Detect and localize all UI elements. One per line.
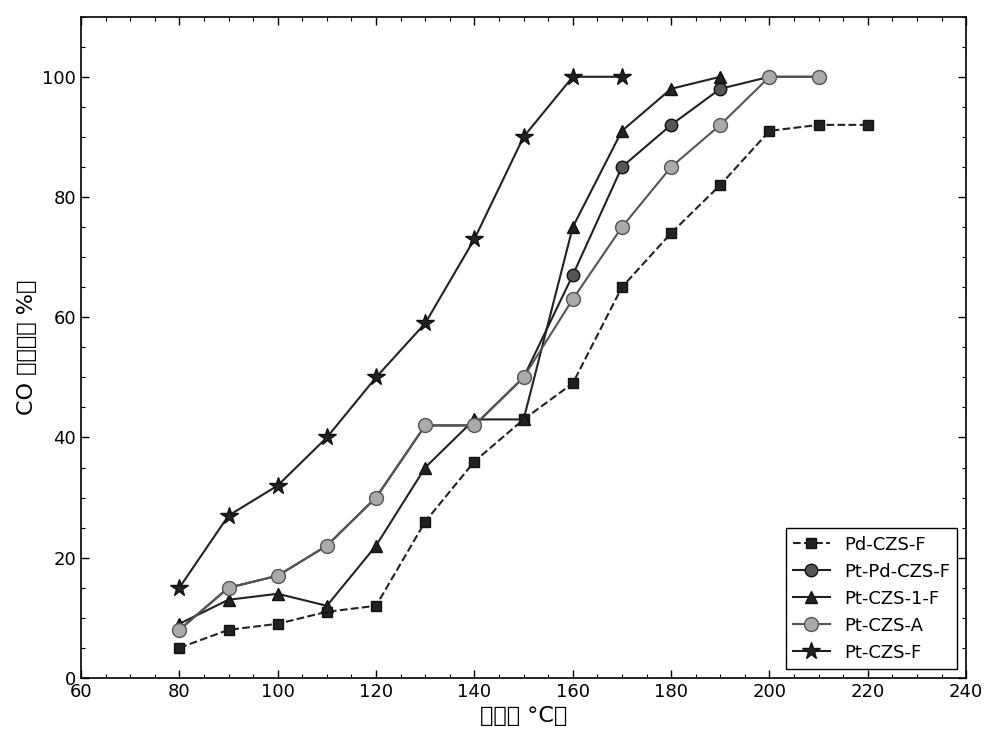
Pt-Pd-CZS-F — [616, 163, 628, 172]
Pt-CZS-F — [518, 132, 530, 141]
Pt-Pd-CZS-F — [763, 72, 775, 81]
Pt-CZS-1-F — [616, 126, 628, 135]
Pt-CZS-1-F — [714, 72, 726, 81]
Pt-CZS-1-F — [321, 601, 333, 610]
Pd-CZS-F — [222, 626, 234, 635]
Pd-CZS-F — [173, 643, 185, 652]
Pt-Pd-CZS-F — [567, 270, 579, 279]
Pd-CZS-F — [763, 126, 775, 135]
Pt-CZS-1-F — [665, 85, 677, 94]
Pd-CZS-F — [714, 181, 726, 189]
Line: Pt-CZS-A: Pt-CZS-A — [172, 70, 826, 637]
Pt-CZS-F — [370, 373, 382, 382]
Pt-CZS-F — [173, 583, 185, 592]
Pt-Pd-CZS-F — [321, 541, 333, 550]
Pt-CZS-A — [468, 421, 480, 430]
Pt-CZS-A — [321, 541, 333, 550]
Pd-CZS-F — [370, 601, 382, 610]
Pt-CZS-A — [813, 72, 825, 81]
Pt-CZS-A — [222, 583, 234, 592]
Pt-CZS-A — [665, 163, 677, 172]
Pt-CZS-A — [567, 295, 579, 304]
Pd-CZS-F — [567, 379, 579, 388]
X-axis label: 温度（ °C）: 温度（ °C） — [480, 707, 567, 727]
Pt-CZS-1-F — [419, 463, 431, 472]
Pd-CZS-F — [813, 120, 825, 129]
Legend: Pd-CZS-F, Pt-Pd-CZS-F, Pt-CZS-1-F, Pt-CZS-A, Pt-CZS-F: Pd-CZS-F, Pt-Pd-CZS-F, Pt-CZS-1-F, Pt-CZ… — [786, 528, 957, 669]
Pt-CZS-A — [616, 223, 628, 232]
Pt-CZS-1-F — [370, 541, 382, 550]
Line: Pd-CZS-F: Pd-CZS-F — [174, 120, 873, 652]
Pt-CZS-A — [518, 373, 530, 382]
Pt-Pd-CZS-F — [518, 373, 530, 382]
Pt-CZS-F — [616, 72, 628, 81]
Pt-Pd-CZS-F — [272, 571, 284, 580]
Pt-CZS-A — [272, 571, 284, 580]
Y-axis label: CO 转化率（ %）: CO 转化率（ %） — [17, 279, 37, 415]
Pd-CZS-F — [518, 415, 530, 424]
Pt-Pd-CZS-F — [173, 626, 185, 635]
Pd-CZS-F — [862, 120, 874, 129]
Pt-CZS-F — [222, 511, 234, 520]
Pd-CZS-F — [419, 517, 431, 526]
Pt-CZS-A — [714, 120, 726, 129]
Pd-CZS-F — [468, 457, 480, 466]
Pt-CZS-F — [272, 481, 284, 490]
Pd-CZS-F — [321, 607, 333, 616]
Pt-CZS-1-F — [567, 223, 579, 232]
Pt-CZS-A — [370, 493, 382, 502]
Pt-Pd-CZS-F — [813, 72, 825, 81]
Line: Pt-Pd-CZS-F: Pt-Pd-CZS-F — [173, 71, 825, 636]
Pt-CZS-A — [419, 421, 431, 430]
Pd-CZS-F — [616, 283, 628, 292]
Pt-CZS-A — [763, 72, 775, 81]
Pt-Pd-CZS-F — [419, 421, 431, 430]
Pt-CZS-F — [321, 433, 333, 442]
Pt-Pd-CZS-F — [370, 493, 382, 502]
Pd-CZS-F — [665, 229, 677, 238]
Pt-Pd-CZS-F — [714, 85, 726, 94]
Pt-CZS-1-F — [518, 415, 530, 424]
Line: Pt-CZS-F: Pt-CZS-F — [170, 68, 631, 597]
Pt-Pd-CZS-F — [665, 120, 677, 129]
Pt-CZS-1-F — [173, 620, 185, 629]
Pt-CZS-1-F — [468, 415, 480, 424]
Pt-CZS-1-F — [272, 589, 284, 598]
Pt-Pd-CZS-F — [222, 583, 234, 592]
Line: Pt-CZS-1-F: Pt-CZS-1-F — [173, 71, 727, 630]
Pd-CZS-F — [272, 620, 284, 629]
Pt-Pd-CZS-F — [468, 421, 480, 430]
Pt-CZS-F — [419, 319, 431, 328]
Pt-CZS-F — [468, 235, 480, 244]
Pt-CZS-1-F — [222, 595, 234, 604]
Pt-CZS-A — [173, 626, 185, 635]
Pt-CZS-F — [567, 72, 579, 81]
